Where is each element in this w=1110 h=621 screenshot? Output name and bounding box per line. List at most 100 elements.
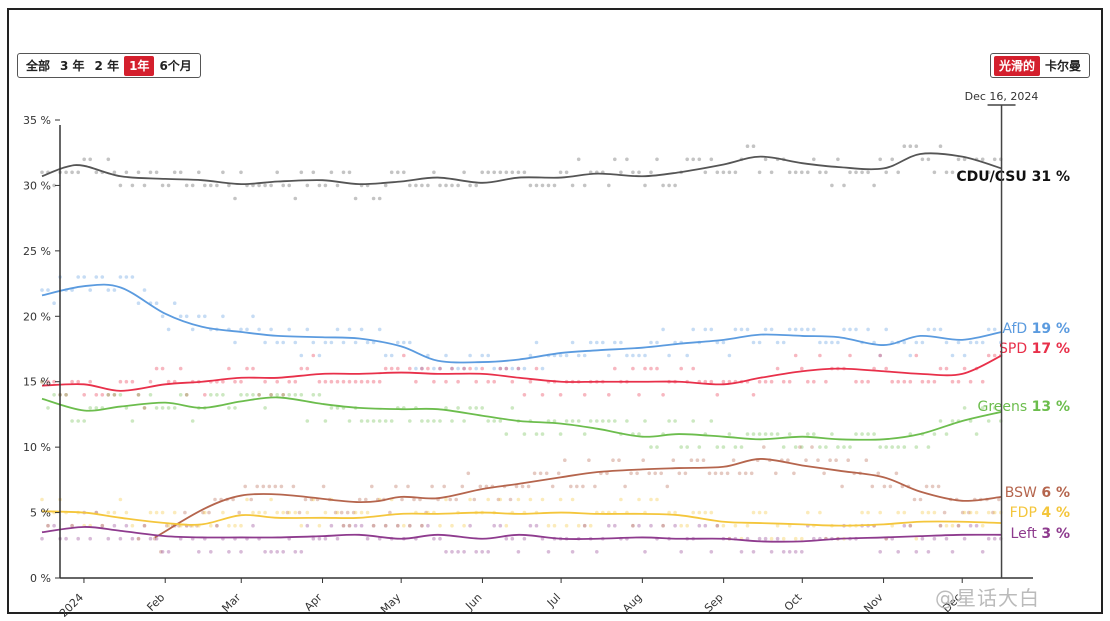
poll-dot <box>396 523 400 528</box>
smoothing-button-1[interactable]: 卡尔曼 <box>1045 58 1082 73</box>
poll-dot <box>997 497 1001 502</box>
poll-dot <box>172 406 177 410</box>
poll-dot <box>281 393 286 397</box>
poll-dot <box>800 445 804 449</box>
poll-dot <box>136 301 141 306</box>
poll-dot <box>46 523 50 528</box>
range-button-1[interactable]: 3 年 <box>60 58 85 73</box>
poll-dot <box>528 497 533 502</box>
poll-dot <box>800 536 804 541</box>
poll-dot <box>130 183 135 188</box>
poll-dot <box>154 366 159 371</box>
poll-dot <box>233 406 237 410</box>
poll-dot <box>269 327 273 332</box>
poll-dot <box>787 170 792 175</box>
poll-dot <box>613 419 617 423</box>
poll-dot <box>751 144 756 148</box>
poll-dot <box>154 170 159 175</box>
poll-dot <box>504 366 509 371</box>
poll-dot <box>516 366 521 371</box>
poll-dot <box>659 471 663 476</box>
poll-dot <box>291 484 296 489</box>
date-cursor[interactable]: Dec 16, 2024 <box>965 90 1039 578</box>
poll-dot <box>311 536 316 541</box>
poll-dot <box>329 340 334 345</box>
poll-dot <box>800 170 804 175</box>
poll-dot <box>721 445 726 449</box>
poll-dot <box>546 550 551 554</box>
poll-dot <box>444 183 448 188</box>
poll-dot <box>215 523 219 528</box>
poll-dot <box>679 366 683 371</box>
poll-dot <box>251 366 255 371</box>
poll-dot <box>956 523 961 528</box>
axes: 0 % 5 % 10 % 15 % 20 % 25 % 30 % 35 % 2024 Feb Mar… <box>23 114 1033 620</box>
poll-dot <box>836 340 840 345</box>
poll-dot <box>962 353 967 358</box>
poll-dot <box>763 536 768 541</box>
poll-dot <box>516 497 521 502</box>
poll-dot <box>480 170 485 175</box>
y-tick-label: 30 % <box>23 179 51 192</box>
smoothing-button-0[interactable]: 光滑的 <box>994 55 1041 76</box>
poll-dot <box>974 510 979 515</box>
range-button-0[interactable]: 全部 <box>26 58 51 73</box>
poll-dot <box>932 327 937 332</box>
poll-dot <box>160 314 165 319</box>
poll-dot <box>118 275 123 279</box>
poll-dot <box>178 170 183 175</box>
poll-dot <box>160 406 165 410</box>
poll-dot <box>691 157 695 162</box>
poll-dot <box>721 170 726 175</box>
poll-dot <box>631 353 635 358</box>
poll-dot <box>148 536 153 541</box>
poll-dot <box>751 340 756 345</box>
poll-dot <box>691 327 695 332</box>
poll-dot <box>408 419 412 423</box>
poll-dot <box>697 523 702 528</box>
poll-dot <box>709 157 714 162</box>
poll-dot <box>432 536 436 541</box>
poll-dot <box>438 183 442 188</box>
series-label-greens: Greens 13 % <box>977 399 1070 415</box>
poll-dot <box>311 393 316 397</box>
poll-dot <box>677 471 682 476</box>
poll-dot <box>154 301 159 306</box>
poll-dot <box>486 497 491 502</box>
range-button-4[interactable]: 6个月 <box>159 58 192 73</box>
poll-dot <box>516 170 521 175</box>
poll-dot <box>365 379 370 384</box>
poll-dot <box>798 445 802 449</box>
poll-dot <box>305 510 310 515</box>
poll-dot <box>165 523 169 528</box>
poll-dot <box>804 458 808 463</box>
poll-dot <box>649 340 653 345</box>
poll-dot <box>944 366 949 371</box>
poll-dot <box>317 523 322 528</box>
poll-dot <box>303 497 308 502</box>
range-button-2[interactable]: 2 年 <box>94 58 120 73</box>
poll-dot <box>691 419 695 423</box>
poll-dot <box>64 393 68 397</box>
poll-dot <box>908 523 913 528</box>
poll-dot <box>323 340 328 345</box>
poll-dot <box>902 340 907 345</box>
poll-dot <box>347 523 352 528</box>
poll-dot <box>148 510 153 515</box>
poll-dot <box>347 523 352 528</box>
poll-dot <box>426 183 430 188</box>
poll-dot <box>275 510 280 515</box>
poll-dot <box>950 419 955 423</box>
poll-dot <box>197 314 201 319</box>
poll-dot <box>359 510 364 515</box>
poll-dot <box>263 183 267 188</box>
poll-dot <box>727 170 732 175</box>
poll-dot <box>703 523 708 528</box>
poll-dot <box>426 523 430 528</box>
poll-dot <box>611 458 615 463</box>
range-button-3[interactable]: 1年 <box>124 55 155 76</box>
poll-dot <box>800 550 804 554</box>
poll-dot <box>824 379 828 384</box>
poll-dot <box>305 419 310 423</box>
poll-dot <box>986 536 991 541</box>
